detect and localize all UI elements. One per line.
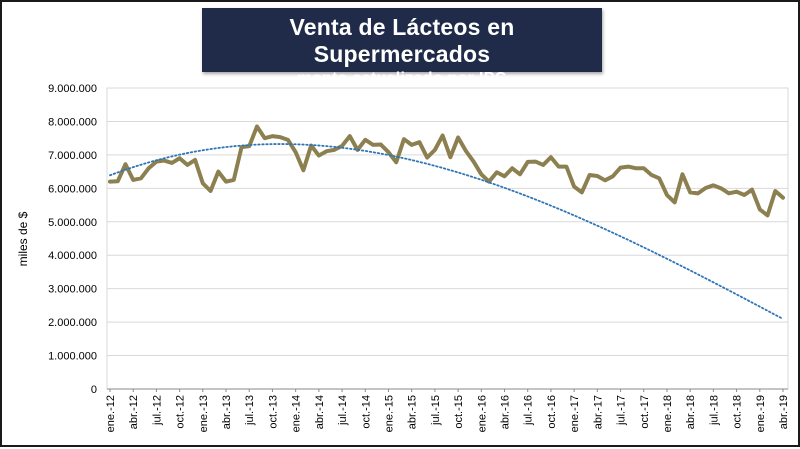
chart-title: Venta de Lácteos en Supermercados (289, 14, 515, 67)
x-tick-label: ene.-17 (569, 395, 581, 432)
plot-area (107, 88, 788, 389)
x-tick-label: abr.-12 (128, 395, 140, 429)
y-axis-label: miles de $ (16, 211, 30, 266)
x-tick-label: abr.-16 (500, 395, 512, 429)
y-axis-ticks: 0 1.000.000 2.000.000 3.000.000 4.000.000 5.0… (48, 83, 97, 396)
x-tick-label: oct.-12 (175, 395, 187, 429)
x-tick-label: ene.-18 (662, 395, 674, 432)
x-tick-label: abr.-14 (314, 395, 326, 429)
x-tick-label: ene.-19 (755, 395, 767, 432)
y-tick-label: 1.000.000 (48, 351, 97, 363)
series-group (108, 124, 785, 320)
x-tick-label: jul.-12 (151, 395, 163, 426)
trend-line (109, 143, 784, 320)
x-tick-label: ene.-16 (476, 395, 488, 432)
x-tick-label: oct.-16 (546, 395, 558, 429)
y-tick-label: 4.000.000 (48, 250, 97, 262)
y-tick-label: 7.000.000 (48, 150, 97, 162)
x-tick-label: abr.-19 (778, 395, 790, 429)
x-tick-label: oct.-15 (453, 395, 465, 429)
x-tick-label: jul.-16 (523, 395, 535, 426)
y-tick-label: 8.000.000 (48, 116, 97, 128)
x-tick-label: jul.-18 (708, 395, 720, 426)
x-tick-label: abr.-17 (592, 395, 604, 429)
x-tick-label: oct.-14 (360, 395, 372, 429)
x-tick-label: oct.-13 (267, 395, 279, 429)
x-tick-label: jul.-15 (430, 395, 442, 426)
x-tick-label: abr.-15 (407, 395, 419, 429)
x-tick-label: jul.-13 (244, 395, 256, 426)
y-tick-label: 5.000.000 (48, 217, 97, 229)
x-tick-label: oct.-18 (732, 395, 744, 429)
x-tick-label: oct.-17 (639, 395, 651, 429)
series-line-lacteos (108, 124, 785, 218)
chart-title-box: Venta de Lácteos en Supermercados - mont… (202, 8, 602, 87)
x-tick-label: abr.-18 (685, 395, 697, 429)
x-tick-label: ene.-12 (105, 395, 117, 432)
x-axis-ticks: ene.-12 abr.-12 jul.-12 oct.-12 ene.-13 abr.-… (105, 389, 790, 432)
x-tick-label: jul.-17 (616, 395, 628, 426)
x-tick-label: ene.-14 (291, 395, 303, 432)
x-tick-label: ene.-15 (383, 395, 395, 432)
y-tick-label: 0 (91, 384, 97, 396)
chart-subtitle: - monto actualizado por IPC - (286, 70, 518, 87)
gridlines (106, 87, 789, 390)
y-tick-label: 3.000.000 (48, 284, 97, 296)
x-tick-label: ene.-13 (198, 395, 210, 432)
x-tick-label: jul.-14 (337, 395, 349, 426)
x-tick-label: abr.-13 (221, 395, 233, 429)
y-tick-label: 9.000.000 (48, 83, 97, 95)
y-tick-label: 2.000.000 (48, 317, 97, 329)
y-tick-label: 6.000.000 (48, 183, 97, 195)
